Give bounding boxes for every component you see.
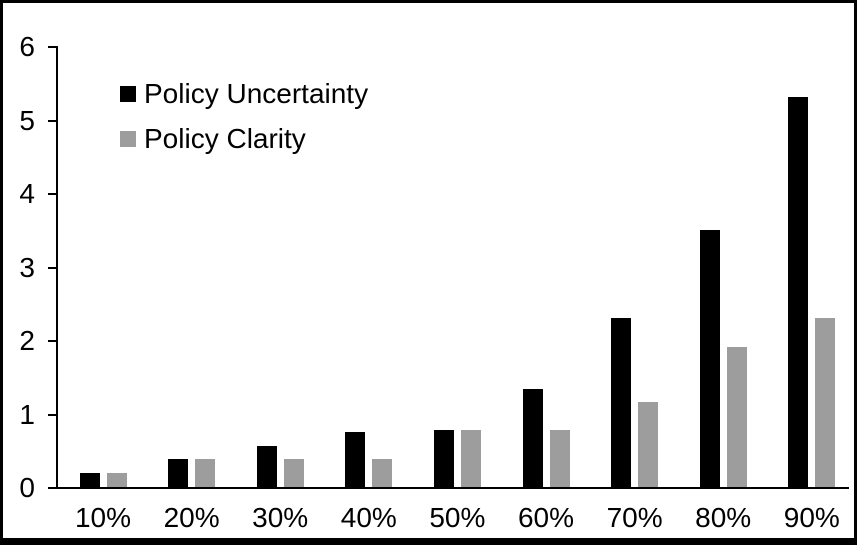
bar-policy-uncertainty-90% (788, 97, 809, 487)
legend-label: Policy Clarity (144, 123, 306, 154)
bar-policy-clarity-50% (460, 430, 481, 487)
bar-policy-uncertainty-30% (256, 445, 277, 487)
y-axis-tick-label: 0 (19, 472, 35, 503)
x-axis-line (48, 487, 849, 489)
y-axis-tick-label: 5 (19, 104, 35, 136)
y-axis-tick (48, 340, 56, 342)
bar-policy-clarity-40% (372, 459, 393, 487)
legend-swatch-gray-icon (120, 131, 136, 147)
legend-entry-policy-clarity: Policy Clarity (120, 123, 368, 154)
bar-policy-clarity-10% (106, 473, 127, 487)
y-axis-tick-label: 1 (19, 398, 35, 430)
y-axis-tick-label: 6 (19, 31, 35, 62)
x-axis-tick-label: 20% (163, 502, 220, 533)
bar-policy-clarity-60% (549, 430, 570, 487)
y-axis-tick (48, 487, 56, 489)
bar-policy-clarity-30% (283, 459, 304, 487)
bar-policy-uncertainty-50% (433, 430, 454, 487)
y-axis-tick-label: 3 (19, 251, 35, 283)
y-axis-tick (48, 119, 56, 122)
bar-policy-uncertainty-10% (79, 473, 100, 487)
bar-policy-clarity-80% (726, 347, 747, 487)
bar-policy-uncertainty-80% (699, 229, 720, 487)
bar-policy-uncertainty-70% (611, 317, 632, 487)
legend-swatch-black-icon (120, 86, 136, 102)
y-axis-tick (48, 193, 56, 195)
x-axis-tick-label: 60% (517, 502, 575, 533)
y-axis-line (56, 46, 58, 489)
x-axis-tick-label: 40% (340, 502, 397, 533)
x-axis-tick-label: 50% (429, 502, 486, 533)
bar-policy-clarity-90% (815, 317, 836, 487)
legend-entry-policy-uncertainty: Policy Uncertainty (120, 78, 369, 109)
bar-policy-uncertainty-20% (168, 459, 189, 487)
y-axis-tick-label: 4 (19, 178, 35, 209)
bar-policy-uncertainty-40% (345, 431, 366, 487)
x-axis-tick-label: 90% (783, 502, 840, 533)
bar-policy-uncertainty-60% (522, 389, 543, 487)
bar-policy-clarity-20% (195, 459, 216, 487)
x-axis-tick-label: 70% (606, 502, 663, 533)
y-axis-tick (48, 413, 56, 416)
legend: Policy Uncertainty Policy Clarity (120, 78, 369, 169)
y-axis-tick-label: 2 (19, 325, 35, 356)
bar-policy-clarity-70% (638, 402, 659, 487)
y-axis-tick (48, 46, 56, 48)
legend-label: Policy Uncertainty (144, 78, 369, 109)
y-axis-tick (48, 266, 56, 269)
x-axis-tick-label: 10% (74, 502, 132, 533)
x-axis-tick-label: 80% (695, 502, 752, 533)
x-axis-tick-label: 30% (252, 502, 309, 533)
